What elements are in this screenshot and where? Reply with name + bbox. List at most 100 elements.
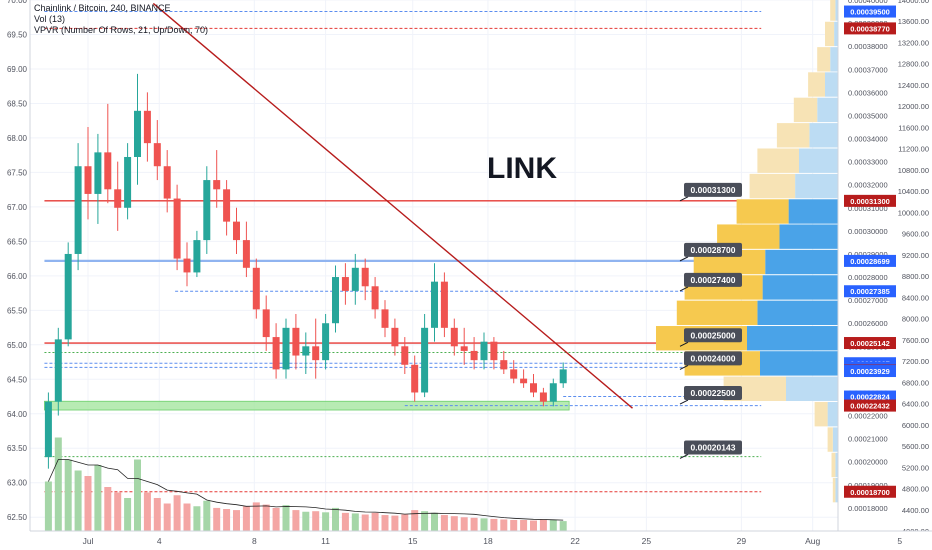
volume-bar bbox=[173, 495, 181, 531]
right-tick-label: 0.00035000 bbox=[848, 111, 888, 120]
volume-bar bbox=[431, 512, 438, 531]
secondary-tick-label: 10400.00 bbox=[898, 187, 929, 196]
left-tick-label: 68.00 bbox=[7, 134, 28, 143]
time-axis[interactable]: Jul 4 8 11 15 18 22 25 29 Aug 5 bbox=[0, 530, 932, 550]
price-tag-text: 0.00039500 bbox=[850, 8, 890, 17]
callout-pointer bbox=[679, 341, 689, 347]
left-tick-label: 65.00 bbox=[7, 341, 28, 350]
vpvr-bar-down bbox=[834, 21, 838, 47]
secondary-tick-label: 12000.00 bbox=[898, 102, 929, 111]
volume-bar bbox=[74, 470, 82, 531]
callout-text: 0.00022500 bbox=[691, 388, 736, 398]
candle-body bbox=[440, 281, 448, 328]
trendline[interactable] bbox=[152, 2, 633, 409]
candle-body bbox=[262, 309, 270, 338]
candle-body bbox=[233, 221, 240, 241]
price-tag-box bbox=[844, 254, 896, 267]
candle-body bbox=[332, 277, 339, 324]
volume-bar bbox=[381, 515, 389, 531]
vpvr-bar-down bbox=[835, 477, 838, 503]
candle-body bbox=[559, 369, 567, 384]
volume-bar bbox=[520, 520, 528, 531]
candle-body bbox=[302, 346, 310, 356]
candle-body bbox=[401, 346, 409, 365]
secondary-tick-label: 11200.00 bbox=[898, 145, 929, 154]
vpvr-bar-down bbox=[795, 173, 838, 199]
vpvr-indicator-line[interactable]: VPVR (Number Of Rows, 21, Up/Down, 70) bbox=[34, 25, 209, 35]
left-tick-label: 69.00 bbox=[7, 65, 28, 74]
secondary-tick-label: 6400.00 bbox=[902, 400, 929, 409]
candle-body bbox=[104, 152, 112, 190]
time-tick-label: 25 bbox=[642, 536, 652, 546]
vpvr-histogram bbox=[656, 0, 838, 503]
volume-bar bbox=[252, 502, 260, 531]
volume-bar bbox=[134, 459, 141, 531]
candle-body bbox=[74, 166, 82, 254]
candle-body bbox=[341, 277, 349, 291]
candle-body bbox=[391, 327, 399, 347]
price-callouts[interactable]: 0.00031300 0.00028700 0.00027400 0.00025000… bbox=[679, 182, 742, 459]
vpvr-bar-down bbox=[825, 72, 838, 97]
candle-body bbox=[381, 309, 389, 328]
left-tick-label: 67.00 bbox=[7, 203, 28, 212]
vpvr-bar-down bbox=[799, 148, 838, 173]
left-tick-label: 65.50 bbox=[7, 306, 28, 315]
volume-bar bbox=[163, 503, 171, 531]
callout-box bbox=[684, 182, 742, 197]
volume-bar bbox=[480, 518, 488, 531]
price-tag-text: 0.00022432 bbox=[850, 402, 890, 411]
volume-bar bbox=[143, 492, 151, 531]
price-tag-text: 0.00022824 bbox=[850, 393, 890, 402]
callout-text: 0.00027400 bbox=[691, 275, 736, 285]
right-tick-label: 0.00020000 bbox=[848, 458, 888, 467]
volume-bar bbox=[332, 507, 339, 531]
secondary-tick-label: 9200.00 bbox=[902, 251, 929, 260]
candle-body bbox=[450, 327, 458, 347]
volume-bar bbox=[242, 506, 250, 531]
vpvr-bar-up bbox=[676, 300, 758, 326]
vpvr-bar-down bbox=[765, 249, 838, 275]
price-tag-box bbox=[844, 365, 896, 378]
candle-body bbox=[371, 286, 379, 310]
callout-pointer bbox=[679, 399, 689, 405]
right-price-axis[interactable]: 0.000400000.000390000.000380000.00037000… bbox=[837, 0, 932, 550]
candle-body bbox=[252, 267, 260, 310]
volume-ma-line bbox=[48, 459, 564, 521]
secondary-tick-label: 5600.00 bbox=[902, 442, 929, 451]
candle-body bbox=[272, 337, 280, 370]
callout-text: 0.00024000 bbox=[691, 353, 736, 363]
callout-box bbox=[684, 351, 742, 366]
secondary-tick-label: 10800.00 bbox=[898, 166, 929, 175]
link-label: LINK bbox=[487, 152, 557, 185]
right-tick-label: 0.00018000 bbox=[848, 504, 888, 513]
candle-body bbox=[411, 364, 419, 393]
vpvr-bar-down bbox=[830, 47, 838, 72]
secondary-tick-label: 8000.00 bbox=[902, 315, 929, 324]
symbol-line[interactable]: Chainlink / Bitcoin, 240, BINANCE bbox=[34, 3, 171, 13]
time-tick-label: 15 bbox=[408, 536, 418, 546]
candle-body bbox=[193, 240, 201, 273]
candle-body bbox=[242, 240, 250, 268]
volume-bar bbox=[510, 520, 518, 531]
price-tag-box bbox=[844, 399, 896, 412]
support-zone bbox=[44, 400, 570, 411]
time-tick-label: 8 bbox=[252, 536, 257, 546]
callout-text: 0.00028700 bbox=[691, 245, 736, 255]
price-callout: 0.00028700 bbox=[679, 242, 742, 262]
candle-body bbox=[351, 267, 359, 291]
right-tick-label: 0.00034000 bbox=[848, 135, 888, 144]
volume-bar bbox=[84, 476, 92, 531]
vpvr-bar-down bbox=[788, 199, 838, 224]
candle-body bbox=[223, 189, 231, 222]
candle-body bbox=[114, 189, 122, 208]
price-callout: 0.00024000 bbox=[679, 351, 742, 370]
vpvr-bar-down bbox=[817, 97, 838, 123]
candle-body bbox=[421, 327, 429, 393]
volume-indicator-line[interactable]: Vol (13) bbox=[34, 14, 66, 24]
left-price-axis[interactable]: 70.00 69.50 69.00 68.50 68.00 67.50 67.00 66.50… bbox=[0, 0, 31, 550]
right-tick-label: 0.00028000 bbox=[848, 273, 888, 282]
secondary-tick-label: 8800.00 bbox=[902, 272, 929, 281]
price-tag-text: 0.00027385 bbox=[850, 287, 890, 296]
right-tick-label: 0.00040000 bbox=[848, 0, 888, 5]
